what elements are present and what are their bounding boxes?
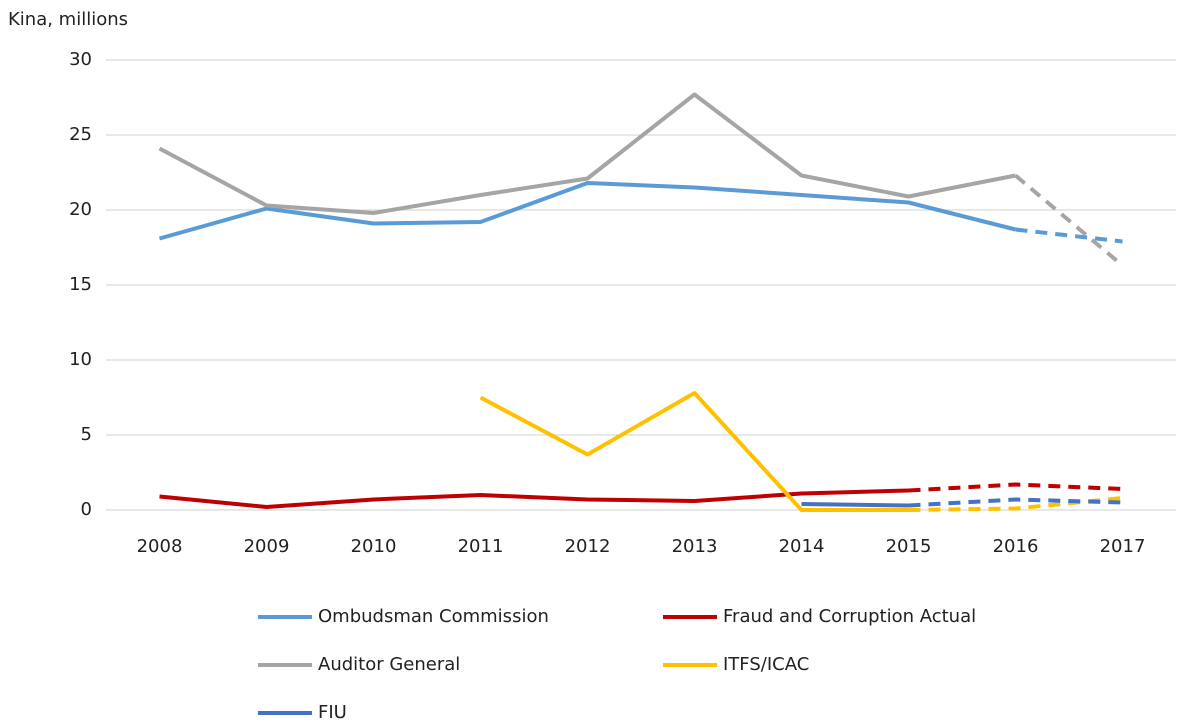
legend-label: FIU (318, 702, 347, 723)
x-tick-label: 2012 (565, 536, 611, 557)
x-tick-label: 2015 (886, 536, 932, 557)
series-line (158, 92, 1016, 215)
series-line-projected (908, 496, 1123, 512)
series-line-projected (908, 482, 1123, 493)
legend-label: Auditor General (318, 654, 460, 675)
x-tick-label: 2011 (458, 536, 504, 557)
x-tick-label: 2010 (351, 536, 397, 557)
x-tick-label: 2017 (1100, 536, 1146, 557)
x-tick-label: 2016 (993, 536, 1039, 557)
x-tick-label: 2009 (244, 536, 290, 557)
y-tick-label: 25 (69, 124, 92, 145)
series-line (479, 391, 909, 512)
y-tick-label: 0 (81, 499, 92, 520)
y-tick-label: 10 (69, 349, 92, 370)
y-tick-label: 15 (69, 274, 92, 295)
series-line-projected (1015, 227, 1123, 244)
series-line-projected (1014, 173, 1124, 268)
series-line-projected (908, 497, 1123, 508)
series-line (158, 181, 1016, 241)
legend-label: Ombudsman Commission (318, 606, 549, 627)
x-tick-label: 2013 (672, 536, 718, 557)
y-tick-label: 20 (69, 199, 92, 220)
x-tick-label: 2014 (779, 536, 825, 557)
x-tick-label: 2008 (137, 536, 183, 557)
legend-label: ITFS/ICAC (723, 654, 809, 675)
series-line (159, 488, 909, 509)
legend-label: Fraud and Corruption Actual (723, 606, 976, 627)
y-axis-label: Kina, millions (8, 9, 128, 30)
y-tick-label: 30 (69, 49, 92, 70)
series-line (801, 502, 909, 508)
y-tick-label: 5 (81, 424, 92, 445)
